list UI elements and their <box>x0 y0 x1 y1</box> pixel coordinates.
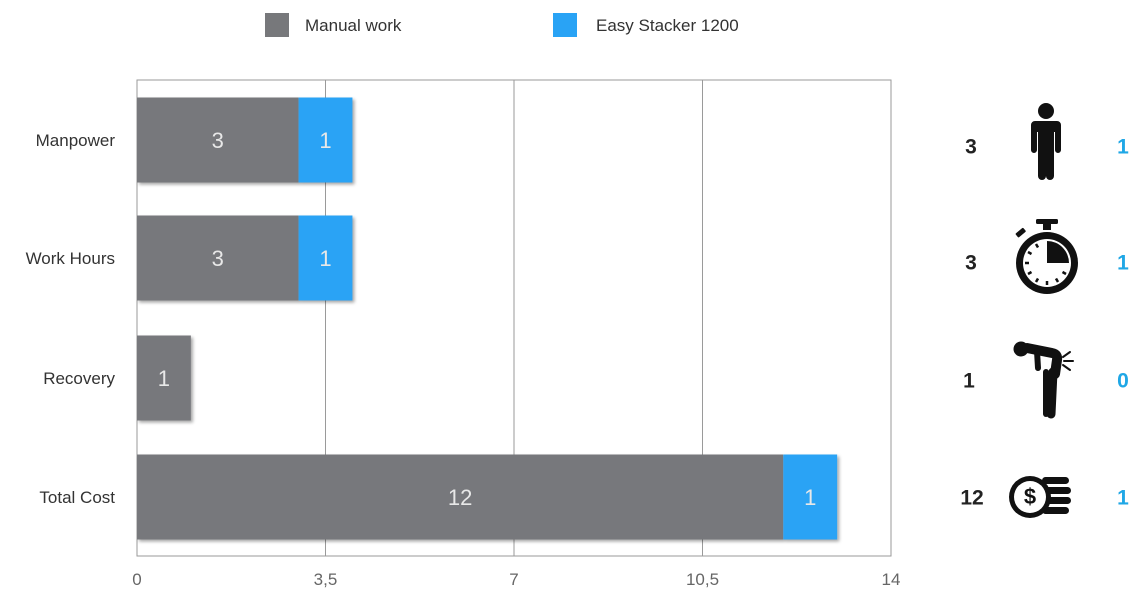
side-manual-value: 12 <box>960 487 983 510</box>
x-tick-label: 10,5 <box>686 570 719 589</box>
bar-stack <box>137 454 838 540</box>
bar-stack <box>137 215 353 301</box>
bar-value-label: 1 <box>319 128 331 153</box>
bar-value-label: 1 <box>319 246 331 271</box>
bar-segment-manual <box>137 215 299 301</box>
x-tick-label: 3,5 <box>314 570 338 589</box>
bar-segment-stacker <box>298 97 353 183</box>
back-pain-icon <box>1013 341 1074 419</box>
svg-text:$: $ <box>1024 484 1036 509</box>
side-stacker-value: 1 <box>1117 487 1129 510</box>
bar-value-label: 3 <box>212 246 224 271</box>
bar-value-label: 1 <box>804 485 816 510</box>
stopwatch-icon <box>1015 219 1078 294</box>
bar-value-label: 1 <box>158 366 170 391</box>
legend-label-manual: Manual work <box>305 16 402 35</box>
bar-segment-stacker <box>298 215 353 301</box>
side-stacker-value: 0 <box>1117 370 1129 393</box>
category-label: Manpower <box>36 131 116 150</box>
legend-label-stacker: Easy Stacker 1200 <box>596 16 739 35</box>
category-label: Recovery <box>43 369 115 388</box>
x-tick-label: 7 <box>509 570 518 589</box>
side-manual-value: 3 <box>965 136 977 159</box>
side-stacker-value: 1 <box>1117 252 1129 275</box>
bar-labels: 3 1 3 1 1 12 1 <box>158 128 817 510</box>
bar-segment-stacker <box>783 454 838 540</box>
bar-segment-manual <box>137 97 299 183</box>
bar-stack <box>137 335 191 421</box>
legend: Manual work Easy Stacker 1200 <box>265 13 739 37</box>
side-panel: 3 1 3 1 1 <box>960 103 1129 518</box>
coins-icon: $ <box>1009 476 1071 518</box>
bar-value-label: 12 <box>448 485 472 510</box>
x-tick-label: 0 <box>132 570 141 589</box>
side-stacker-value: 1 <box>1117 136 1129 159</box>
bar-value-label: 3 <box>212 128 224 153</box>
legend-item-stacker: Easy Stacker 1200 <box>553 13 739 37</box>
x-tick-label: 14 <box>882 570 901 589</box>
side-manual-value: 1 <box>963 370 975 393</box>
legend-swatch-manual <box>265 13 289 37</box>
bar-segment-manual <box>137 454 784 540</box>
category-label: Work Hours <box>26 249 115 268</box>
category-labels: Manpower Work Hours Recovery Total Cost <box>26 131 116 507</box>
side-manual-value: 3 <box>965 252 977 275</box>
person-icon <box>1031 103 1061 180</box>
legend-item-manual: Manual work <box>265 13 402 37</box>
bar-stack <box>137 97 353 183</box>
bars <box>137 97 838 540</box>
category-label: Total Cost <box>39 488 115 507</box>
bar-segment-manual <box>137 335 191 421</box>
legend-swatch-stacker <box>553 13 577 37</box>
x-axis-ticks: 0 3,5 7 10,5 14 <box>132 570 900 589</box>
